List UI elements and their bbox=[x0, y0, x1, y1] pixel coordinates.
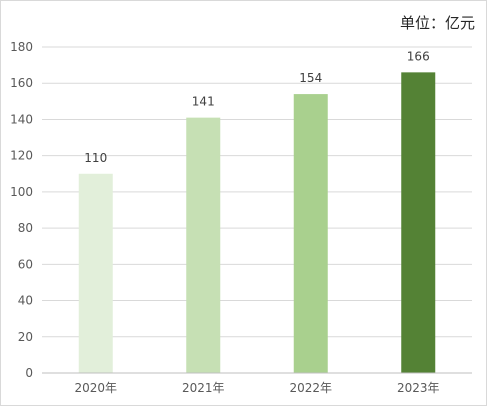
unit-label: 单位：亿元 bbox=[399, 14, 475, 32]
y-tick-label-0: 0 bbox=[25, 366, 33, 380]
y-tick-label-80: 80 bbox=[18, 221, 33, 235]
bar-2023年 bbox=[401, 72, 436, 373]
y-tick-label-120: 120 bbox=[10, 149, 33, 163]
gridlines bbox=[42, 46, 472, 338]
data-labels: 110 141 154 166 bbox=[84, 49, 429, 164]
y-axis-ticks: 0 20 40 60 80 100 120 140 160 180 bbox=[10, 40, 33, 380]
y-tick-label-40: 40 bbox=[18, 294, 33, 308]
y-tick-label-160: 160 bbox=[10, 76, 33, 90]
y-tick-label-140: 140 bbox=[10, 112, 33, 126]
y-tick-label-180: 180 bbox=[10, 40, 33, 54]
data-label-2023年: 166 bbox=[407, 49, 430, 63]
y-tick-label-60: 60 bbox=[18, 257, 33, 271]
y-tick-label-100: 100 bbox=[10, 185, 33, 199]
x-tick-label-2021年: 2021年 bbox=[182, 381, 225, 395]
data-label-2020年: 110 bbox=[84, 151, 107, 165]
bar-2021年 bbox=[186, 117, 221, 373]
data-label-2022年: 154 bbox=[299, 71, 322, 85]
bar-2020年 bbox=[78, 173, 113, 373]
x-tick-label-2023年: 2023年 bbox=[397, 381, 440, 395]
x-tick-label-2020年: 2020年 bbox=[74, 381, 117, 395]
x-axis-labels: 2020年 2021年 2022年 2023年 bbox=[74, 381, 439, 395]
y-tick-label-20: 20 bbox=[18, 330, 33, 344]
bar-2022年 bbox=[293, 94, 328, 373]
bars bbox=[78, 72, 436, 373]
x-tick-label-2022年: 2022年 bbox=[289, 381, 332, 395]
data-label-2021年: 141 bbox=[192, 95, 215, 109]
